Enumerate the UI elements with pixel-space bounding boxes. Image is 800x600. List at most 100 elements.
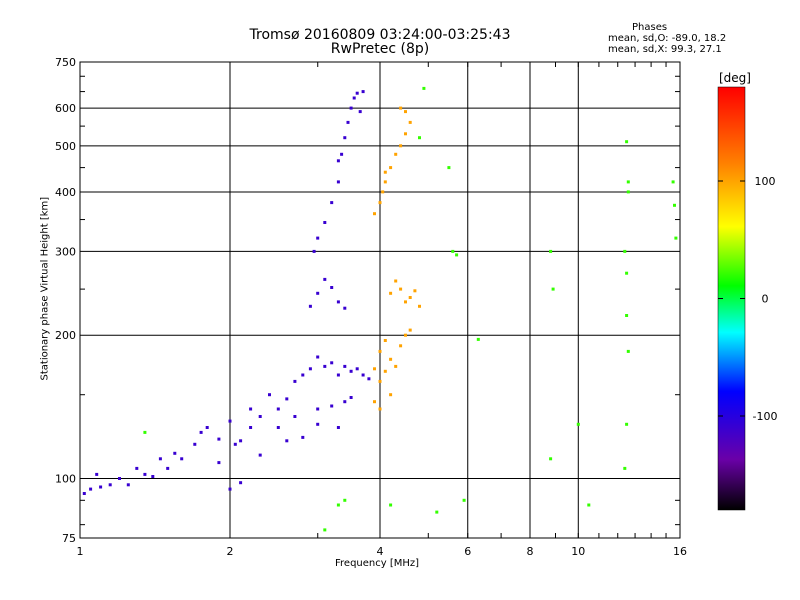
- data-point: [330, 286, 334, 289]
- data-point: [367, 377, 371, 381]
- data-point: [373, 212, 376, 216]
- data-point: [205, 426, 209, 429]
- data-point: [418, 304, 421, 308]
- data-point: [383, 369, 387, 373]
- data-point: [626, 180, 630, 184]
- data-point: [316, 291, 320, 295]
- data-point: [451, 249, 455, 253]
- data-point: [346, 120, 350, 124]
- data-point: [199, 430, 203, 434]
- colorbar-label: [deg]: [719, 71, 751, 85]
- colorbar-tick-label: 0: [762, 293, 769, 306]
- data-point: [408, 296, 412, 299]
- data-point: [217, 437, 221, 441]
- y-tick-label: 750: [55, 56, 76, 69]
- y-tick-label: 300: [55, 245, 76, 258]
- data-point: [143, 472, 147, 476]
- data-point: [343, 364, 347, 368]
- data-point: [455, 253, 459, 257]
- data-point: [301, 373, 305, 377]
- data-point: [336, 373, 340, 377]
- data-point: [413, 289, 417, 293]
- data-point: [135, 466, 139, 470]
- data-point: [418, 136, 421, 140]
- data-point: [576, 422, 580, 426]
- data-point: [217, 461, 221, 465]
- data-point: [378, 201, 382, 205]
- data-point: [343, 136, 347, 140]
- data-point: [625, 271, 629, 275]
- y-tick-label: 200: [55, 329, 76, 342]
- x-axis-label: Frequency [MHz]: [335, 558, 420, 569]
- data-point: [301, 435, 305, 439]
- data-point: [126, 483, 130, 487]
- data-point: [408, 328, 412, 332]
- data-point: [361, 90, 365, 94]
- data-point: [158, 457, 162, 461]
- data-point: [358, 110, 362, 114]
- data-point: [389, 166, 393, 170]
- data-point: [166, 466, 170, 470]
- data-point: [89, 487, 93, 491]
- data-point: [394, 364, 398, 368]
- data-point: [626, 190, 630, 194]
- data-point: [389, 503, 393, 507]
- y-tick-label: 500: [55, 140, 76, 153]
- y-tick-label: 100: [55, 473, 76, 486]
- data-point: [625, 422, 629, 426]
- x-tick-label: 8: [527, 545, 534, 558]
- data-point: [551, 287, 555, 291]
- data-point: [373, 400, 376, 404]
- data-point: [373, 367, 376, 371]
- data-point: [323, 221, 327, 224]
- data-point: [378, 349, 382, 353]
- data-point: [323, 364, 327, 368]
- data-point: [258, 415, 262, 418]
- data-point: [285, 439, 289, 443]
- x-ticks: 1 2 4 6 8 10 16: [77, 62, 687, 558]
- data-point: [399, 106, 403, 110]
- chart-subtitle: RwPretec (8p): [330, 41, 430, 57]
- data-point: [381, 190, 385, 194]
- data-point: [447, 166, 451, 170]
- data-point: [623, 249, 627, 253]
- data-point: [361, 373, 365, 377]
- data-point: [173, 451, 177, 455]
- data-point: [549, 249, 553, 253]
- data-point: [343, 306, 347, 310]
- data-point: [623, 466, 627, 470]
- data-points: [82, 86, 678, 532]
- data-point: [330, 361, 334, 365]
- data-point: [82, 492, 86, 495]
- data-point: [549, 457, 553, 461]
- data-point: [180, 457, 184, 461]
- data-point: [293, 379, 297, 383]
- data-point: [625, 314, 629, 317]
- data-point: [355, 367, 359, 371]
- data-point: [462, 498, 466, 502]
- data-point: [404, 300, 407, 304]
- data-point: [422, 86, 426, 90]
- data-point: [673, 203, 676, 207]
- data-point: [394, 152, 398, 156]
- data-point: [389, 357, 393, 361]
- data-point: [336, 503, 340, 507]
- data-point: [308, 367, 312, 371]
- data-point: [383, 180, 387, 184]
- y-tick-label: 400: [55, 186, 76, 199]
- data-point: [378, 407, 382, 411]
- data-point: [349, 106, 353, 110]
- grid-lines: [80, 62, 680, 538]
- data-point: [316, 422, 320, 426]
- data-point: [312, 249, 316, 253]
- colorbar-tick-label: -100: [753, 410, 778, 423]
- data-point: [399, 287, 403, 291]
- data-point: [674, 236, 678, 240]
- data-point: [330, 404, 334, 408]
- data-point: [343, 498, 347, 502]
- data-point: [389, 291, 393, 295]
- colorbar-tick-label: 100: [755, 175, 776, 188]
- data-point: [193, 442, 197, 446]
- data-point: [389, 393, 393, 397]
